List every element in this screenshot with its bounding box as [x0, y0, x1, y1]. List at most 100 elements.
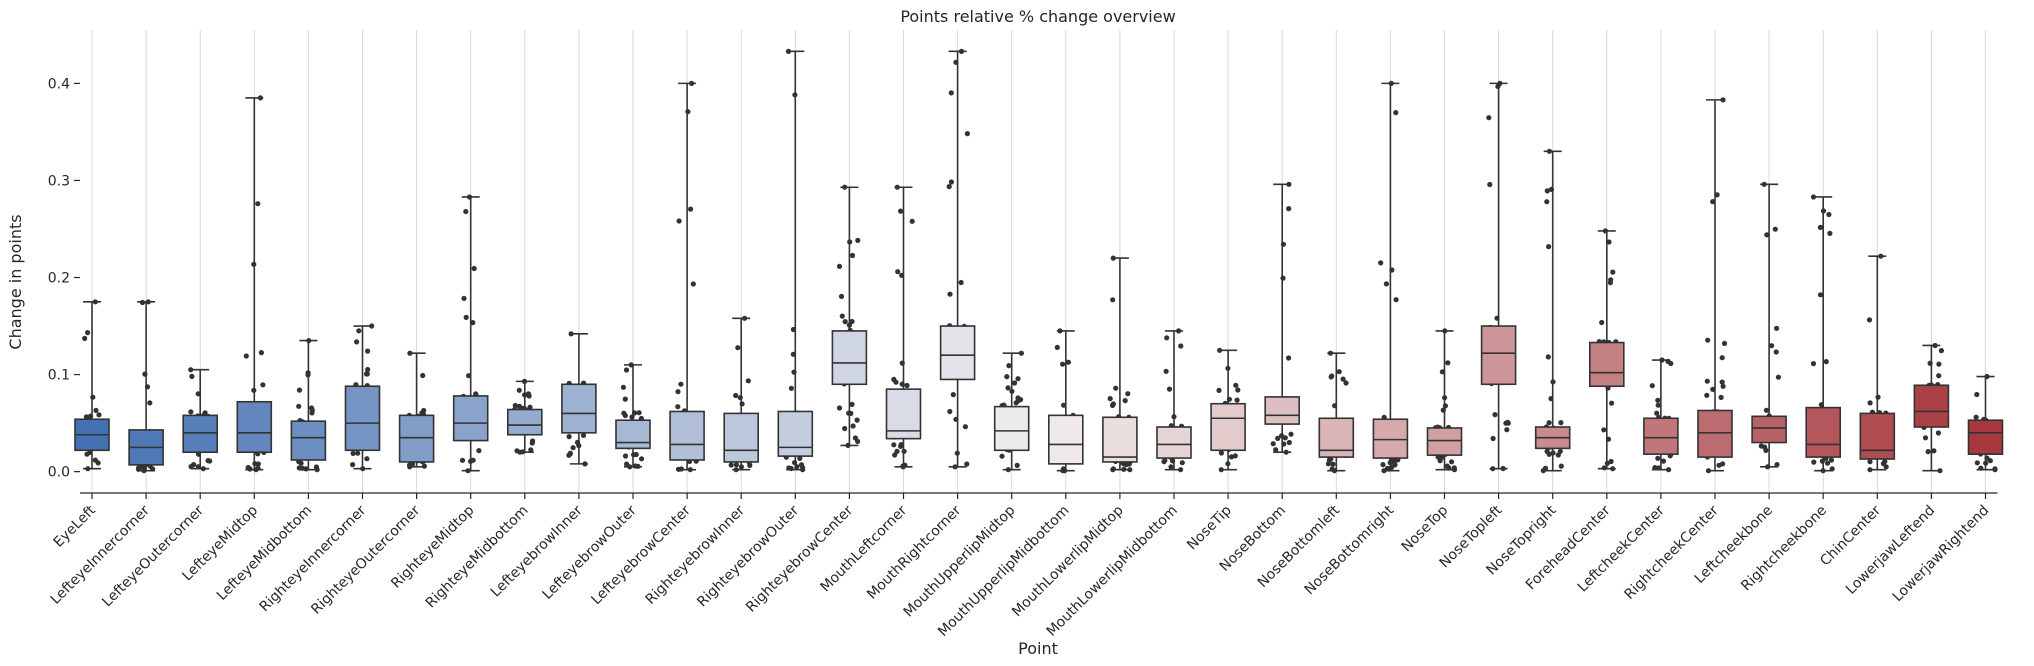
x-axis: EyeLeftLefteyeInnercornerLefteyeOutercor…	[48, 492, 1998, 640]
data-point	[527, 404, 533, 410]
data-point	[93, 407, 99, 413]
data-point	[850, 423, 856, 429]
data-point	[1824, 460, 1831, 466]
data-point	[1168, 464, 1174, 470]
data-point	[1705, 337, 1711, 343]
data-point	[1487, 181, 1493, 188]
data-point	[191, 462, 197, 468]
data-point	[947, 291, 953, 297]
data-point	[1867, 400, 1873, 406]
data-point	[999, 453, 1005, 459]
data-point	[1931, 448, 1937, 454]
data-point	[1720, 383, 1726, 389]
box-body	[1643, 417, 1679, 455]
data-point	[690, 281, 696, 287]
data-point	[842, 425, 848, 432]
box-MouthRightcorner	[939, 50, 976, 468]
data-point	[1164, 335, 1170, 341]
data-point	[1336, 369, 1342, 375]
data-point	[1286, 206, 1292, 212]
data-point	[1380, 462, 1386, 468]
data-point	[636, 410, 642, 416]
data-point	[1439, 454, 1445, 460]
data-point	[355, 450, 361, 456]
box-body	[290, 420, 327, 461]
y-tick-label: 0.0	[48, 465, 70, 481]
data-point	[570, 445, 576, 451]
data-point	[855, 237, 861, 243]
data-point	[839, 313, 845, 319]
data-point	[1769, 343, 1775, 349]
data-point	[1233, 382, 1239, 388]
data-point	[356, 328, 362, 334]
data-point	[678, 381, 684, 387]
data-point	[1710, 386, 1716, 392]
data-point	[189, 373, 195, 379]
data-point	[1390, 458, 1396, 464]
data-point	[1775, 374, 1781, 380]
data-point	[1546, 451, 1552, 457]
box-Leftcheekbone	[1751, 183, 1787, 468]
y-axis-title: Change in points	[6, 214, 25, 349]
data-point	[1110, 466, 1116, 472]
data-point	[1763, 407, 1769, 413]
data-point	[623, 367, 630, 373]
data-point	[1163, 368, 1169, 374]
box-body	[1156, 426, 1192, 459]
data-point	[1505, 420, 1511, 426]
data-point	[1179, 460, 1185, 466]
data-point	[898, 208, 904, 214]
box-LefteyeOutercorner	[182, 368, 218, 470]
x-tick-label: NoseTop	[1399, 502, 1452, 555]
x-tick-label: RighteyebrowCenter	[743, 502, 856, 615]
data-point	[1654, 410, 1660, 416]
x-tick-label: LefteyebrowCenter	[588, 502, 694, 608]
data-point	[958, 279, 964, 286]
data-point	[1235, 387, 1241, 393]
data-point	[1449, 459, 1455, 465]
data-point	[849, 318, 855, 325]
data-point	[1810, 361, 1817, 367]
data-point	[258, 350, 264, 356]
data-point	[838, 293, 845, 299]
data-point	[1558, 420, 1564, 426]
data-point	[1974, 391, 1980, 398]
data-point	[1013, 400, 1019, 406]
data-point	[1610, 269, 1616, 275]
data-point	[1216, 387, 1222, 393]
box-LefteyebrowOuter	[615, 364, 651, 468]
data-point	[365, 366, 371, 373]
x-axis-title: Point	[1018, 639, 1058, 658]
box-body	[1967, 419, 2004, 455]
data-point	[1774, 462, 1780, 468]
data-point	[639, 456, 645, 462]
x-tick-label: LefteyeMidbottom	[214, 503, 315, 604]
data-point	[1823, 359, 1829, 365]
data-point	[1546, 244, 1552, 250]
data-point	[82, 335, 88, 341]
x-tick-label: RighteyebrowInner	[643, 502, 749, 608]
x-tick-label: EyeLeft	[51, 502, 100, 551]
y-axis: 0.0 0.1 0.2 0.3 0.4	[48, 76, 80, 481]
data-point	[1762, 444, 1768, 450]
box-body	[831, 330, 868, 386]
data-point	[1973, 414, 1979, 420]
box-LowerjawRightend	[1967, 375, 2004, 471]
box-ChinCenter	[1859, 255, 1896, 471]
data-point	[1393, 297, 1399, 303]
x-tick-label: NoseTip	[1184, 502, 1235, 553]
data-point	[948, 179, 955, 185]
data-point	[1922, 435, 1929, 441]
data-point	[1704, 392, 1710, 398]
data-point	[188, 367, 194, 373]
data-point	[1828, 457, 1834, 463]
boxes	[74, 50, 2004, 472]
data-point	[188, 409, 194, 415]
box-body	[1480, 325, 1517, 386]
box-LefteyebrowCenter	[669, 82, 705, 471]
data-point	[461, 295, 467, 301]
data-point	[1166, 386, 1173, 392]
data-point	[526, 393, 532, 399]
data-point	[1655, 402, 1661, 408]
